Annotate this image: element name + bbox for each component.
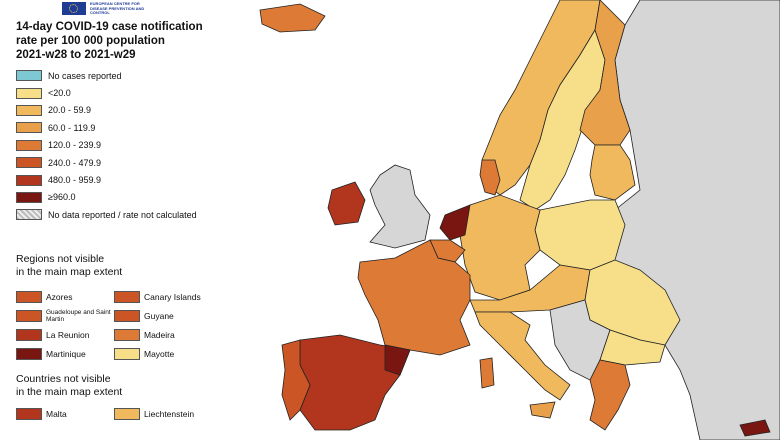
regions-item: Mayotte xyxy=(114,347,212,360)
eu-flag-icon xyxy=(62,2,86,16)
heading-line: Countries not visible xyxy=(16,373,111,385)
ecdc-logo: EUROPEAN CENTRE FOR DISEASE PREVENTION A… xyxy=(62,1,150,16)
org-name: EUROPEAN CENTRE FOR DISEASE PREVENTION A… xyxy=(90,1,145,15)
legend-item: 240.0 - 479.9 xyxy=(16,154,197,171)
regions-swatch xyxy=(16,309,42,322)
regions-swatch xyxy=(114,290,140,303)
regions-label: La Reunion xyxy=(46,329,90,340)
legend-label: <20.0 xyxy=(48,88,71,99)
region-france xyxy=(357,239,471,356)
regions-item: Madeira xyxy=(114,328,212,341)
legend-label: ≥960.0 xyxy=(48,192,76,203)
regions-label: Guyane xyxy=(144,310,174,321)
countries-swatch xyxy=(114,407,140,420)
region-poland xyxy=(534,199,626,271)
countries-heading: Countries not visible in the main map ex… xyxy=(16,373,122,399)
region-germany xyxy=(459,194,541,301)
heading-line: Regions not visible xyxy=(16,253,105,265)
region-great-britain xyxy=(369,164,431,249)
region-cyprus xyxy=(739,419,771,437)
region-baltics xyxy=(589,144,636,201)
title-line: rate per 100 000 population xyxy=(16,35,165,47)
map-title: 14-day COVID-19 case notification rate p… xyxy=(16,20,256,62)
region-catalonia xyxy=(384,344,411,376)
legend-label: No data reported / rate not calculated xyxy=(48,209,197,220)
regions-item: La Reunion xyxy=(16,328,114,341)
regions-item: Martinique xyxy=(16,347,114,360)
regions-label: Canary Islands xyxy=(144,291,201,302)
region-sardinia xyxy=(479,357,495,389)
regions-label: Martinique xyxy=(46,348,86,359)
countries-label: Liechtenstein xyxy=(144,408,195,419)
countries-item: Liechtenstein xyxy=(114,407,212,420)
countries-grid: Malta Liechtenstein xyxy=(16,407,212,420)
heading-line: in the main map extent xyxy=(16,266,123,278)
regions-swatch xyxy=(114,309,140,322)
region-netherlands xyxy=(439,204,471,241)
region-italy xyxy=(474,311,571,401)
regions-item: Guyane xyxy=(114,309,212,322)
countries-label: Malta xyxy=(46,408,67,419)
regions-label: Azores xyxy=(46,291,73,302)
regions-swatch xyxy=(114,347,140,360)
legend-label: 20.0 - 59.9 xyxy=(48,105,92,116)
regions-item: Canary Islands xyxy=(114,290,212,303)
regions-swatch xyxy=(16,328,42,341)
regions-label: Madeira xyxy=(144,329,175,340)
legend-item: No cases reported xyxy=(16,67,197,84)
legend-item: 60.0 - 119.9 xyxy=(16,119,197,136)
countries-swatch xyxy=(16,407,42,420)
regions-item: Azores xyxy=(16,290,114,303)
legend-item: 20.0 - 59.9 xyxy=(16,102,197,119)
legend-panel: EUROPEAN CENTRE FOR DISEASE PREVENTION A… xyxy=(0,0,260,440)
countries-item: Malta xyxy=(16,407,114,420)
regions-label: Mayotte xyxy=(144,348,175,359)
legend-label: 480.0 - 959.9 xyxy=(48,175,102,186)
title-line: 2021-w28 to 2021-w29 xyxy=(16,49,136,61)
legend-swatch xyxy=(16,70,42,82)
legend-swatch xyxy=(16,174,42,186)
rate-legend: No cases reported <20.0 20.0 - 59.9 60.0 - … xyxy=(16,67,197,224)
regions-swatch xyxy=(16,290,42,303)
legend-swatch xyxy=(16,191,42,203)
region-ireland xyxy=(327,181,366,226)
legend-item: 120.0 - 239.9 xyxy=(16,137,197,154)
legend-label: No cases reported xyxy=(48,70,122,81)
legend-label: 240.0 - 479.9 xyxy=(48,157,102,168)
legend-item: 480.0 - 959.9 xyxy=(16,171,197,188)
title-line: 14-day COVID-19 case notification xyxy=(16,21,203,33)
regions-item: Guadeloupe and Saint Martin xyxy=(16,308,114,323)
legend-swatch xyxy=(16,87,42,99)
regions-label: Guadeloupe and Saint Martin xyxy=(46,308,111,323)
region-sicily xyxy=(529,401,556,419)
regions-swatch xyxy=(16,347,42,360)
heading-line: in the main map extent xyxy=(16,386,123,398)
regions-grid: Azores Canary Islands Guadeloupe and Saint… xyxy=(16,290,212,360)
legend-label: 60.0 - 119.9 xyxy=(48,122,96,133)
legend-swatch xyxy=(16,157,42,169)
region-portugal xyxy=(281,339,311,421)
regions-swatch xyxy=(114,328,140,341)
legend-item: No data reported / rate not calculated xyxy=(16,206,197,223)
legend-swatch xyxy=(16,209,42,221)
region-denmark xyxy=(479,159,501,196)
region-greece xyxy=(589,359,631,431)
legend-swatch xyxy=(16,104,42,116)
region-iceland xyxy=(259,3,326,33)
legend-swatch xyxy=(16,139,42,151)
legend-label: 120.0 - 239.9 xyxy=(48,140,102,151)
regions-heading: Regions not visible in the main map exte… xyxy=(16,253,122,279)
legend-swatch xyxy=(16,122,42,134)
legend-item: <20.0 xyxy=(16,84,197,101)
legend-item: ≥960.0 xyxy=(16,189,197,206)
